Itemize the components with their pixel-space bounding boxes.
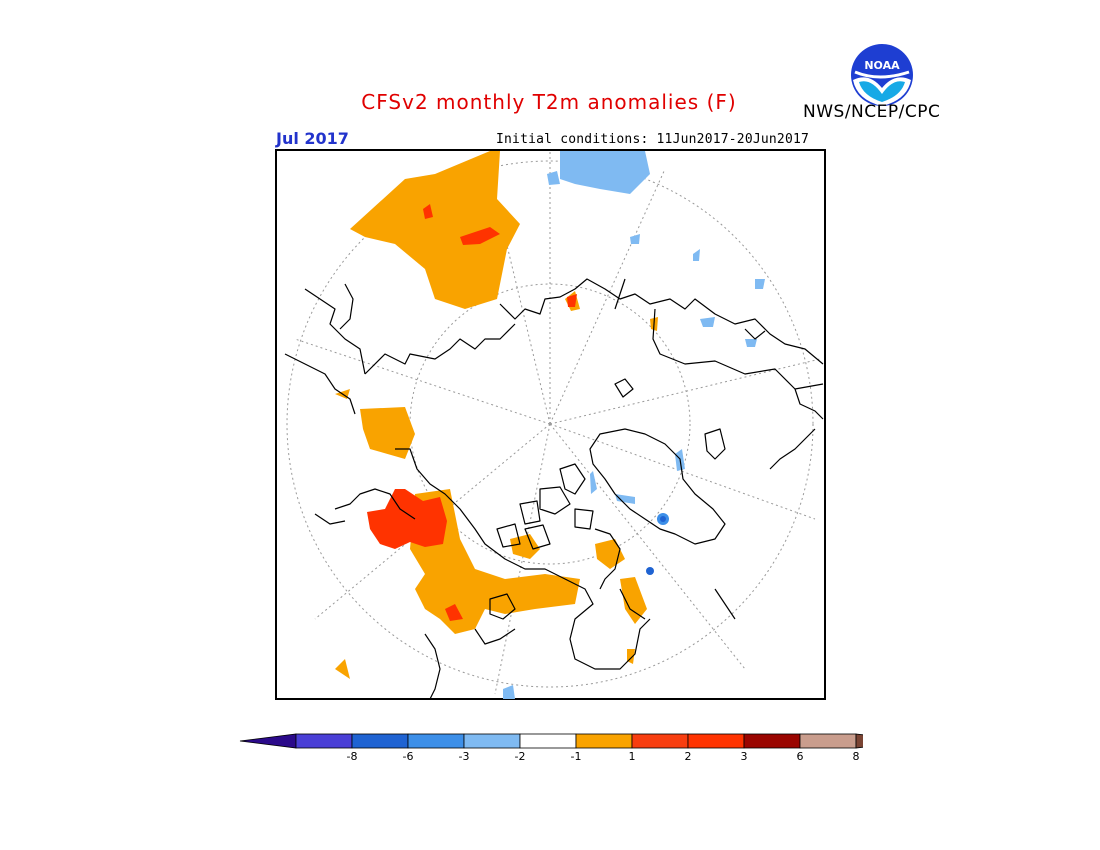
colorbar-tick-label: 1 — [629, 750, 636, 763]
anomaly-strong-cool — [646, 513, 669, 575]
noaa-logo: NOAA — [849, 42, 915, 112]
anomaly-warm-2to3 — [367, 204, 577, 621]
colorbar-bin — [295, 733, 353, 749]
colorbar-bin — [687, 733, 745, 749]
colorbar-min-arrow — [239, 733, 297, 749]
logo-text: NOAA — [864, 59, 900, 72]
title-text: CFSv2 monthly T2m anomalies (F) — [361, 90, 737, 114]
colorbar-tick-label: 6 — [797, 750, 804, 763]
colorbar-tick-label: 3 — [741, 750, 748, 763]
colorbar-tick-label: 2 — [685, 750, 692, 763]
agency-label: NWS/NCEP/CPC — [803, 102, 941, 122]
colorbar: -8 -6 -3 -2 -1 1 2 3 6 8 — [238, 728, 917, 772]
colorbar-tick-label: -2 — [515, 750, 526, 763]
colorbar-bin — [407, 733, 465, 749]
polar-map — [275, 149, 826, 704]
colorbar-bin — [575, 733, 633, 749]
colorbar-max-arrow — [855, 733, 917, 749]
colorbar-bin — [631, 733, 689, 749]
initial-conditions: Initial conditions: 11Jun2017-20Jun2017 — [496, 132, 810, 147]
colorbar-bin — [519, 733, 577, 749]
colorbar-tick-label: -8 — [347, 750, 358, 763]
colorbar-bin — [743, 733, 801, 749]
colorbar-tick-label: -1 — [571, 750, 582, 763]
colorbar-bin — [799, 733, 857, 749]
colorbar-bin — [351, 733, 409, 749]
colorbar-tick-label: -6 — [403, 750, 414, 763]
coastlines — [284, 278, 824, 699]
page-title: CFSv2 monthly T2m anomalies (F) — [0, 90, 1100, 114]
graticule — [286, 150, 821, 695]
colorbar-bin — [463, 733, 521, 749]
colorbar-tick-label: 8 — [853, 750, 860, 763]
anomaly-cool — [503, 151, 765, 699]
anomaly-warm-1to2 — [335, 151, 658, 679]
valid-month: Jul 2017 — [276, 129, 349, 148]
colorbar-tick-label: -3 — [459, 750, 470, 763]
